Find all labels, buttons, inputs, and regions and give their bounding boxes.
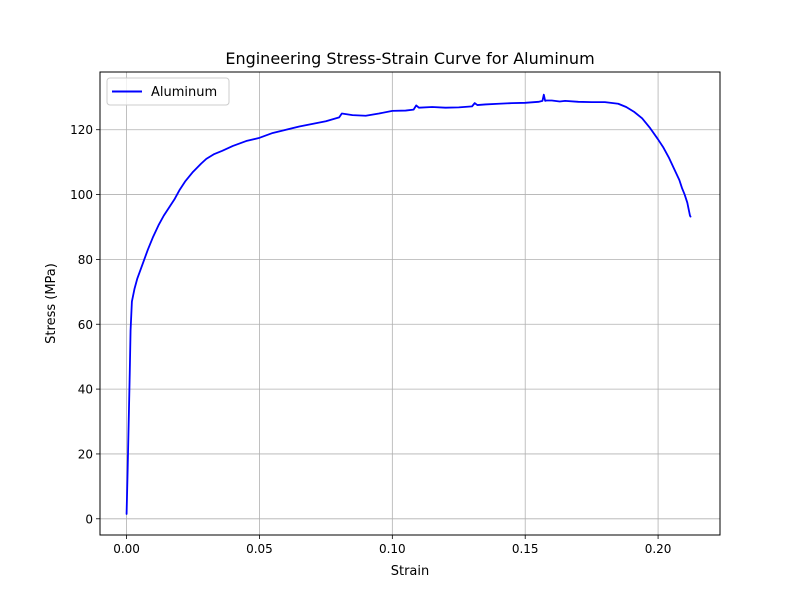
legend-box xyxy=(106,77,230,106)
y-tick-label: 80 xyxy=(78,253,93,267)
legend-label-aluminum: Aluminum xyxy=(151,85,217,100)
y-axis-label: Stress (MPa) xyxy=(44,263,59,344)
plot-area-frame xyxy=(99,71,721,536)
y-tick-label: 0 xyxy=(85,512,93,526)
y-tick-label: 20 xyxy=(78,447,93,461)
series-layer xyxy=(125,93,692,515)
x-tick-label: 0.00 xyxy=(113,542,140,556)
x-tick-label: 0.20 xyxy=(645,542,672,556)
series-line-aluminum xyxy=(125,93,692,515)
y-tick-label: 40 xyxy=(78,383,93,397)
y-tick-label: 60 xyxy=(78,318,93,332)
y-tick-label: 120 xyxy=(70,123,93,137)
x-tick-label: 0.15 xyxy=(512,542,539,556)
chart-title: Engineering Stress-Strain Curve for Alum… xyxy=(225,49,594,68)
x-tick-label: 0.05 xyxy=(246,542,273,556)
grid xyxy=(100,72,720,535)
legend: Aluminum xyxy=(106,77,230,106)
x-axis-label: Strain xyxy=(391,564,430,579)
plot-area-background xyxy=(100,72,720,535)
x-tick-label: 0.10 xyxy=(379,542,406,556)
y-tick-label: 100 xyxy=(70,188,93,202)
axis-ticks: 0.00 0.05 0.10 0.15 0.20 0 20 40 60 80 100 120 xyxy=(70,123,671,556)
